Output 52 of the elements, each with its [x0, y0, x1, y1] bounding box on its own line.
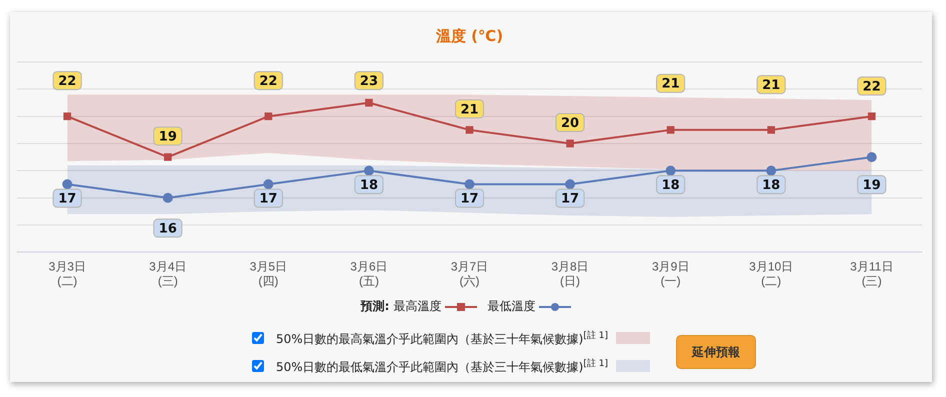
- point: [866, 152, 877, 162]
- text: 50%日數的最高氣溫介乎此範圍內（基於三十年氣候數據)$^{[註 1]}$: [276, 330, 608, 348]
- data-label: 17: [460, 192, 479, 207]
- point: [868, 112, 876, 120]
- data-label: 21: [460, 102, 479, 118]
- data-label: 21: [662, 76, 680, 92]
- point: [364, 166, 374, 176]
- x-tick-label: 3月3日 (二): [48, 260, 86, 288]
- data-label: 23: [360, 74, 378, 89]
- data-label: 20: [561, 116, 580, 131]
- data-label: 22: [259, 74, 278, 89]
- data-label: 16: [158, 222, 177, 237]
- point: [264, 112, 272, 120]
- x-tick-label: 3月4日 (三): [149, 260, 187, 288]
- data-label: 22: [862, 79, 881, 94]
- legend-label: 最低溫度: [487, 299, 536, 313]
- point: [466, 126, 474, 134]
- data-label: 17: [259, 192, 278, 207]
- x-tick-label: 3月11日 (三): [850, 260, 894, 288]
- x-tick-label: 3月7日 (六): [450, 260, 488, 288]
- data-label: 22: [58, 74, 76, 89]
- point: [767, 126, 775, 134]
- data-label: 17: [561, 192, 580, 207]
- point: [565, 179, 576, 190]
- legend-title: 預測:: [360, 299, 390, 313]
- point: [666, 166, 676, 176]
- data-label: 17: [58, 192, 76, 207]
- point: [666, 126, 674, 134]
- point: [566, 140, 574, 148]
- data-label: 18: [360, 178, 378, 194]
- point: [162, 192, 173, 203]
- point: [263, 179, 274, 190]
- x-tick-label: 3月9日 (一): [652, 260, 690, 288]
- extend-forecast-button: 延伸預報: [676, 335, 756, 369]
- data-label: 21: [762, 78, 780, 94]
- text: 50%日數的最低氣溫介乎此範圍內（基於三十年氣候數據)$^{[註 1]}$: [276, 358, 608, 376]
- point: [63, 112, 72, 120]
- x-tick-label: 3月6日 (五): [350, 260, 388, 288]
- point: [365, 98, 373, 107]
- legend-label: 最高溫度: [393, 299, 442, 313]
- chart-title: 溫度 (℃): [434, 26, 504, 45]
- x-tick-label: 3月10日 (二): [749, 260, 794, 288]
- point: [62, 179, 72, 190]
- x-tick-label: 3月5日 (四): [250, 260, 288, 288]
- data-label: 18: [662, 178, 680, 194]
- point: [464, 179, 474, 190]
- data-label: 19: [158, 129, 177, 144]
- point: [164, 153, 172, 161]
- data-label: 18: [762, 178, 780, 194]
- data-label: 19: [862, 178, 881, 194]
- x-tick-label: 3月8日 (日): [551, 260, 589, 288]
- point: [766, 166, 776, 176]
